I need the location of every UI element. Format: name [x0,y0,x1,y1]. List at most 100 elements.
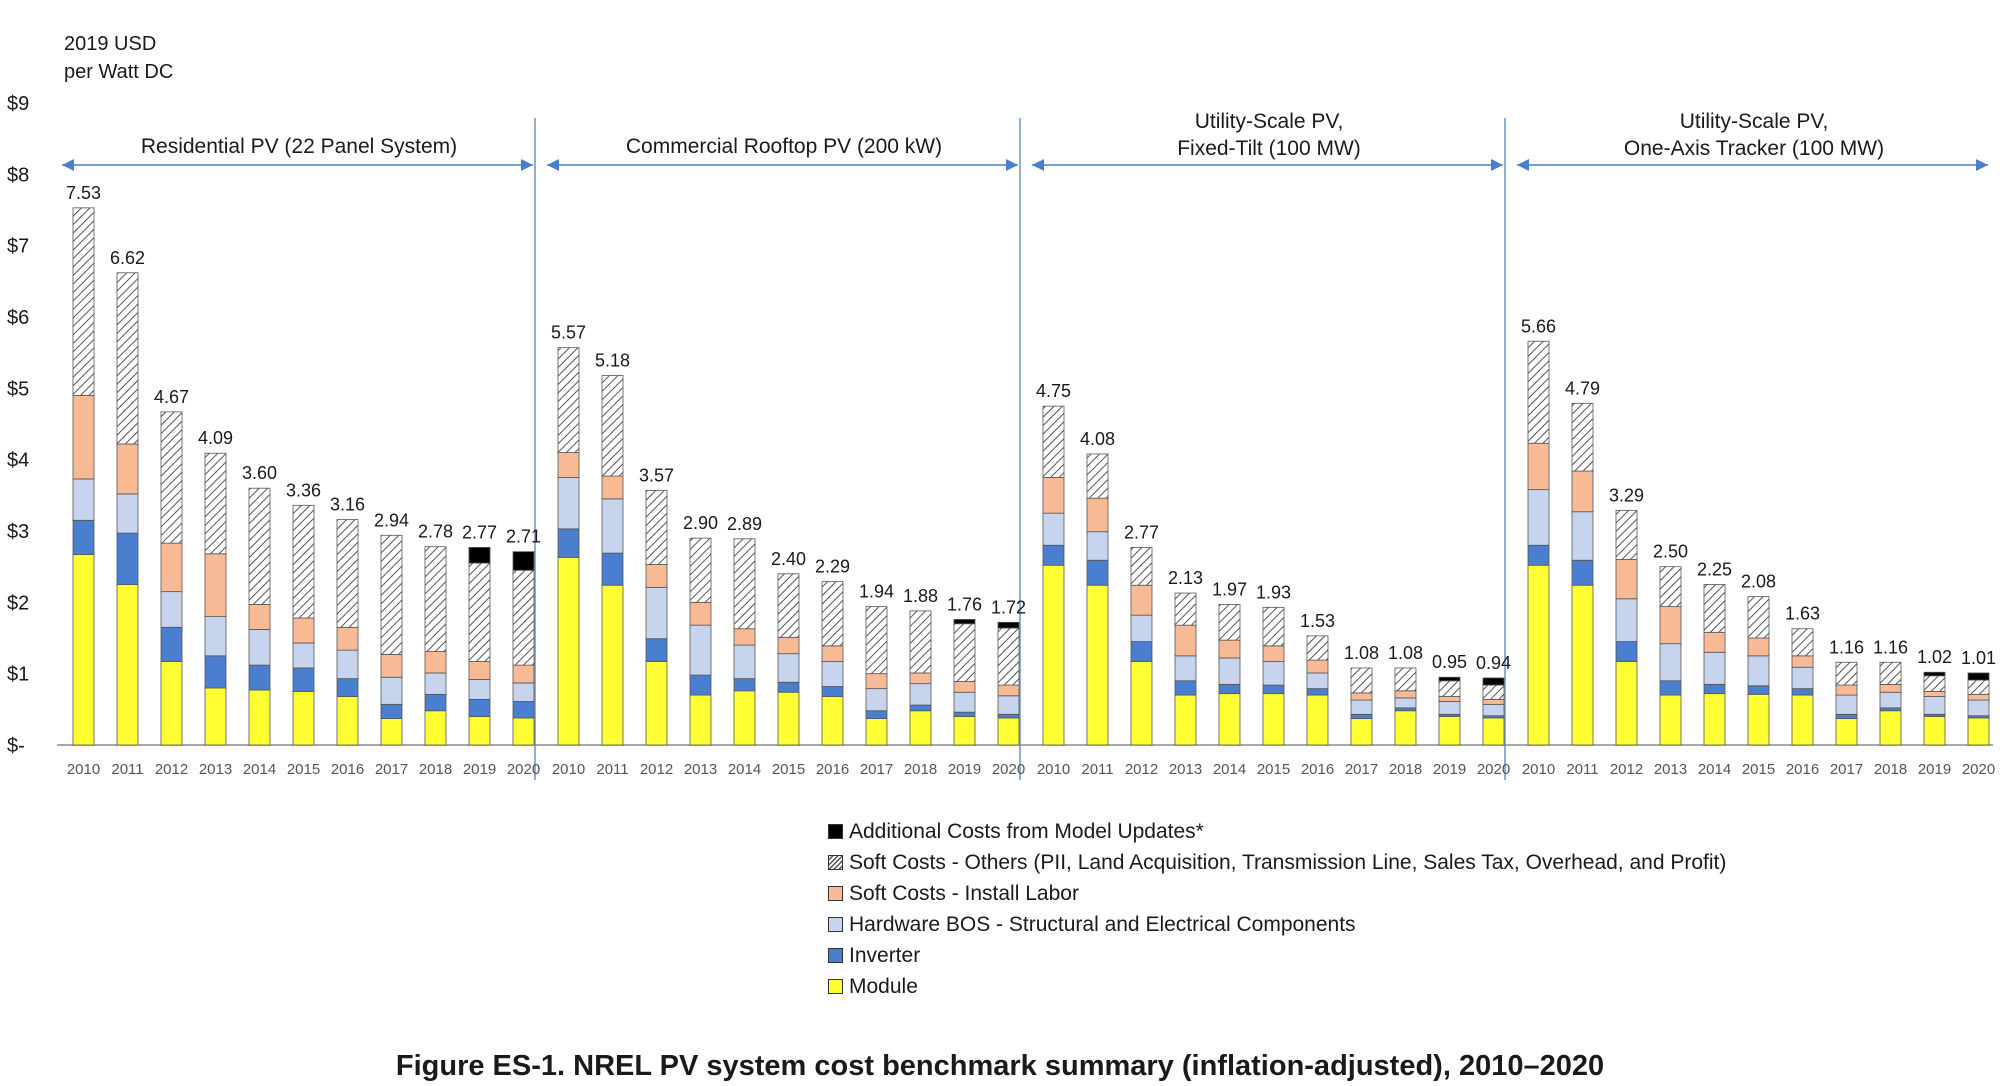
x-tick-label: 2019 [948,761,981,778]
bar-segment-labor [160,542,183,593]
y-tick-label: $6 [7,307,29,329]
group-range-arrow-head-left [547,159,559,171]
bar-segment-soft-other [1350,667,1373,694]
bar-total-label: 1.88 [903,586,938,606]
y-tick-label: $8 [7,164,29,186]
y-unit-line-2: per Watt DC [64,61,174,83]
bar-segment-bos [116,493,139,534]
bar-segment-bos [1262,661,1285,686]
legend-item-module: Module [828,971,1726,1002]
bar-segment-module [689,694,712,746]
bar-segment-labor [1527,442,1550,491]
bar-segment-bos [292,642,315,669]
bar-segment-soft-other [1438,680,1461,697]
bar-segment-module [1482,717,1505,746]
group-title: Utility-Scale PV, [1195,110,1344,133]
figure-caption: Figure ES-1. NREL PV system cost benchma… [395,1050,1605,1082]
bar-segment-module [557,556,580,746]
stacked-bar-chart: $- $1 $2 $3 $4 $5 $6 $7 $8 $9 Residential PV (22 P… [7,93,1996,780]
bar-segment-labor [1967,693,1990,701]
chart-legend: Additional Costs from Model Updates* Sof… [828,816,1726,1002]
bar-segment-inverter [336,678,359,697]
bar-segment-module [733,690,756,746]
bar-segment-additional [953,619,976,625]
group-range-arrow-head-left [62,159,74,171]
bar-segment-labor [1262,645,1285,662]
bar-total-label: 0.95 [1432,652,1467,672]
y-tick-label: $- [7,735,25,757]
legend-label-additional: Additional Costs from Model Updates* [849,819,1204,843]
bar-segment-soft-other [424,546,447,652]
bar-segment-bos [1703,651,1726,685]
bar-segment-soft-other [1086,453,1109,499]
bar-segment-module [1659,694,1682,746]
bar-segment-inverter [468,698,491,717]
bar-segment-inverter [380,703,403,720]
bar-segment-soft-other [512,569,535,666]
bar-segment-labor [1218,639,1241,659]
bar-segment-bos [1042,512,1065,546]
y-tick-label: $1 [7,664,29,686]
legend-swatch-additional [828,824,843,839]
bar-segment-module [1438,716,1461,746]
bar-segment-inverter [248,664,271,691]
bar-segment-module [424,710,447,746]
x-tick-label: 2012 [1610,761,1643,778]
legend-label-soft-other: Soft Costs - Others (PII, Land Acquisiti… [849,850,1727,874]
bar-segment-module [1218,693,1241,746]
x-tick-label: 2016 [1301,761,1334,778]
bar-segment-inverter [1262,684,1285,695]
bar-segment-module [1923,716,1946,746]
bar-segment-labor [1835,684,1858,696]
bar-segment-soft-other [1835,661,1858,686]
x-tick-label: 2017 [860,761,893,778]
bar-segment-bos [204,616,227,657]
bar-total-label: 1.63 [1785,604,1820,624]
bar-segment-additional [468,547,491,564]
bar-segment-bos [1967,699,1990,717]
bar-segment-bos [557,477,580,530]
bar-segment-inverter [1747,685,1770,695]
bar-segment-module [1042,564,1065,746]
bar-segment-bos [380,676,403,705]
bar-segment-inverter [557,528,580,558]
bar-segment-bos [1923,696,1946,715]
bar-segment-module [1703,693,1726,746]
x-tick-label: 2011 [1081,761,1113,778]
group-range-arrow-head-right [1976,159,1988,171]
bar-segment-inverter [160,626,183,662]
bar-segment-labor [1438,696,1461,702]
bar-total-label: 2.90 [683,513,718,533]
bar-segment-inverter [1130,641,1153,662]
x-tick-label: 2013 [199,761,232,778]
x-tick-label: 2018 [419,761,452,778]
group-range-arrow-head-right [1491,159,1503,171]
bar-total-label: 7.53 [66,183,101,203]
bar-segment-labor [997,684,1020,697]
legend-swatch-soft-other [828,855,843,870]
x-tick-label: 2010 [1037,761,1070,778]
bar-segment-soft-other [601,375,624,477]
bar-total-label: 1.08 [1388,643,1423,663]
bar-segment-bos [336,649,359,680]
bar-segment-module [1262,693,1285,746]
bar-segment-labor [116,443,139,495]
legend-item-bos: Hardware BOS - Structural and Electrical… [828,909,1726,940]
x-tick-label: 2017 [375,761,408,778]
bar-total-label: 5.57 [551,323,586,343]
bar-segment-labor [424,651,447,674]
bar-segment-module [1527,564,1550,746]
legend-item-soft-other: Soft Costs - Others (PII, Land Acquisiti… [828,847,1726,878]
bar-total-label: 3.57 [639,465,674,485]
x-tick-label: 2015 [287,761,320,778]
x-tick-label: 2015 [1257,761,1290,778]
bar-segment-module [248,689,271,746]
bar-total-label: 2.77 [462,522,497,542]
bar-segment-inverter [1086,559,1109,586]
bar-segment-labor [468,661,491,680]
bar-segment-bos [1306,672,1329,690]
bar-segment-soft-other [733,538,756,630]
x-tick-label: 2018 [1874,761,1907,778]
y-tick-label: $2 [7,592,29,614]
bar-segment-soft-other [821,581,844,647]
